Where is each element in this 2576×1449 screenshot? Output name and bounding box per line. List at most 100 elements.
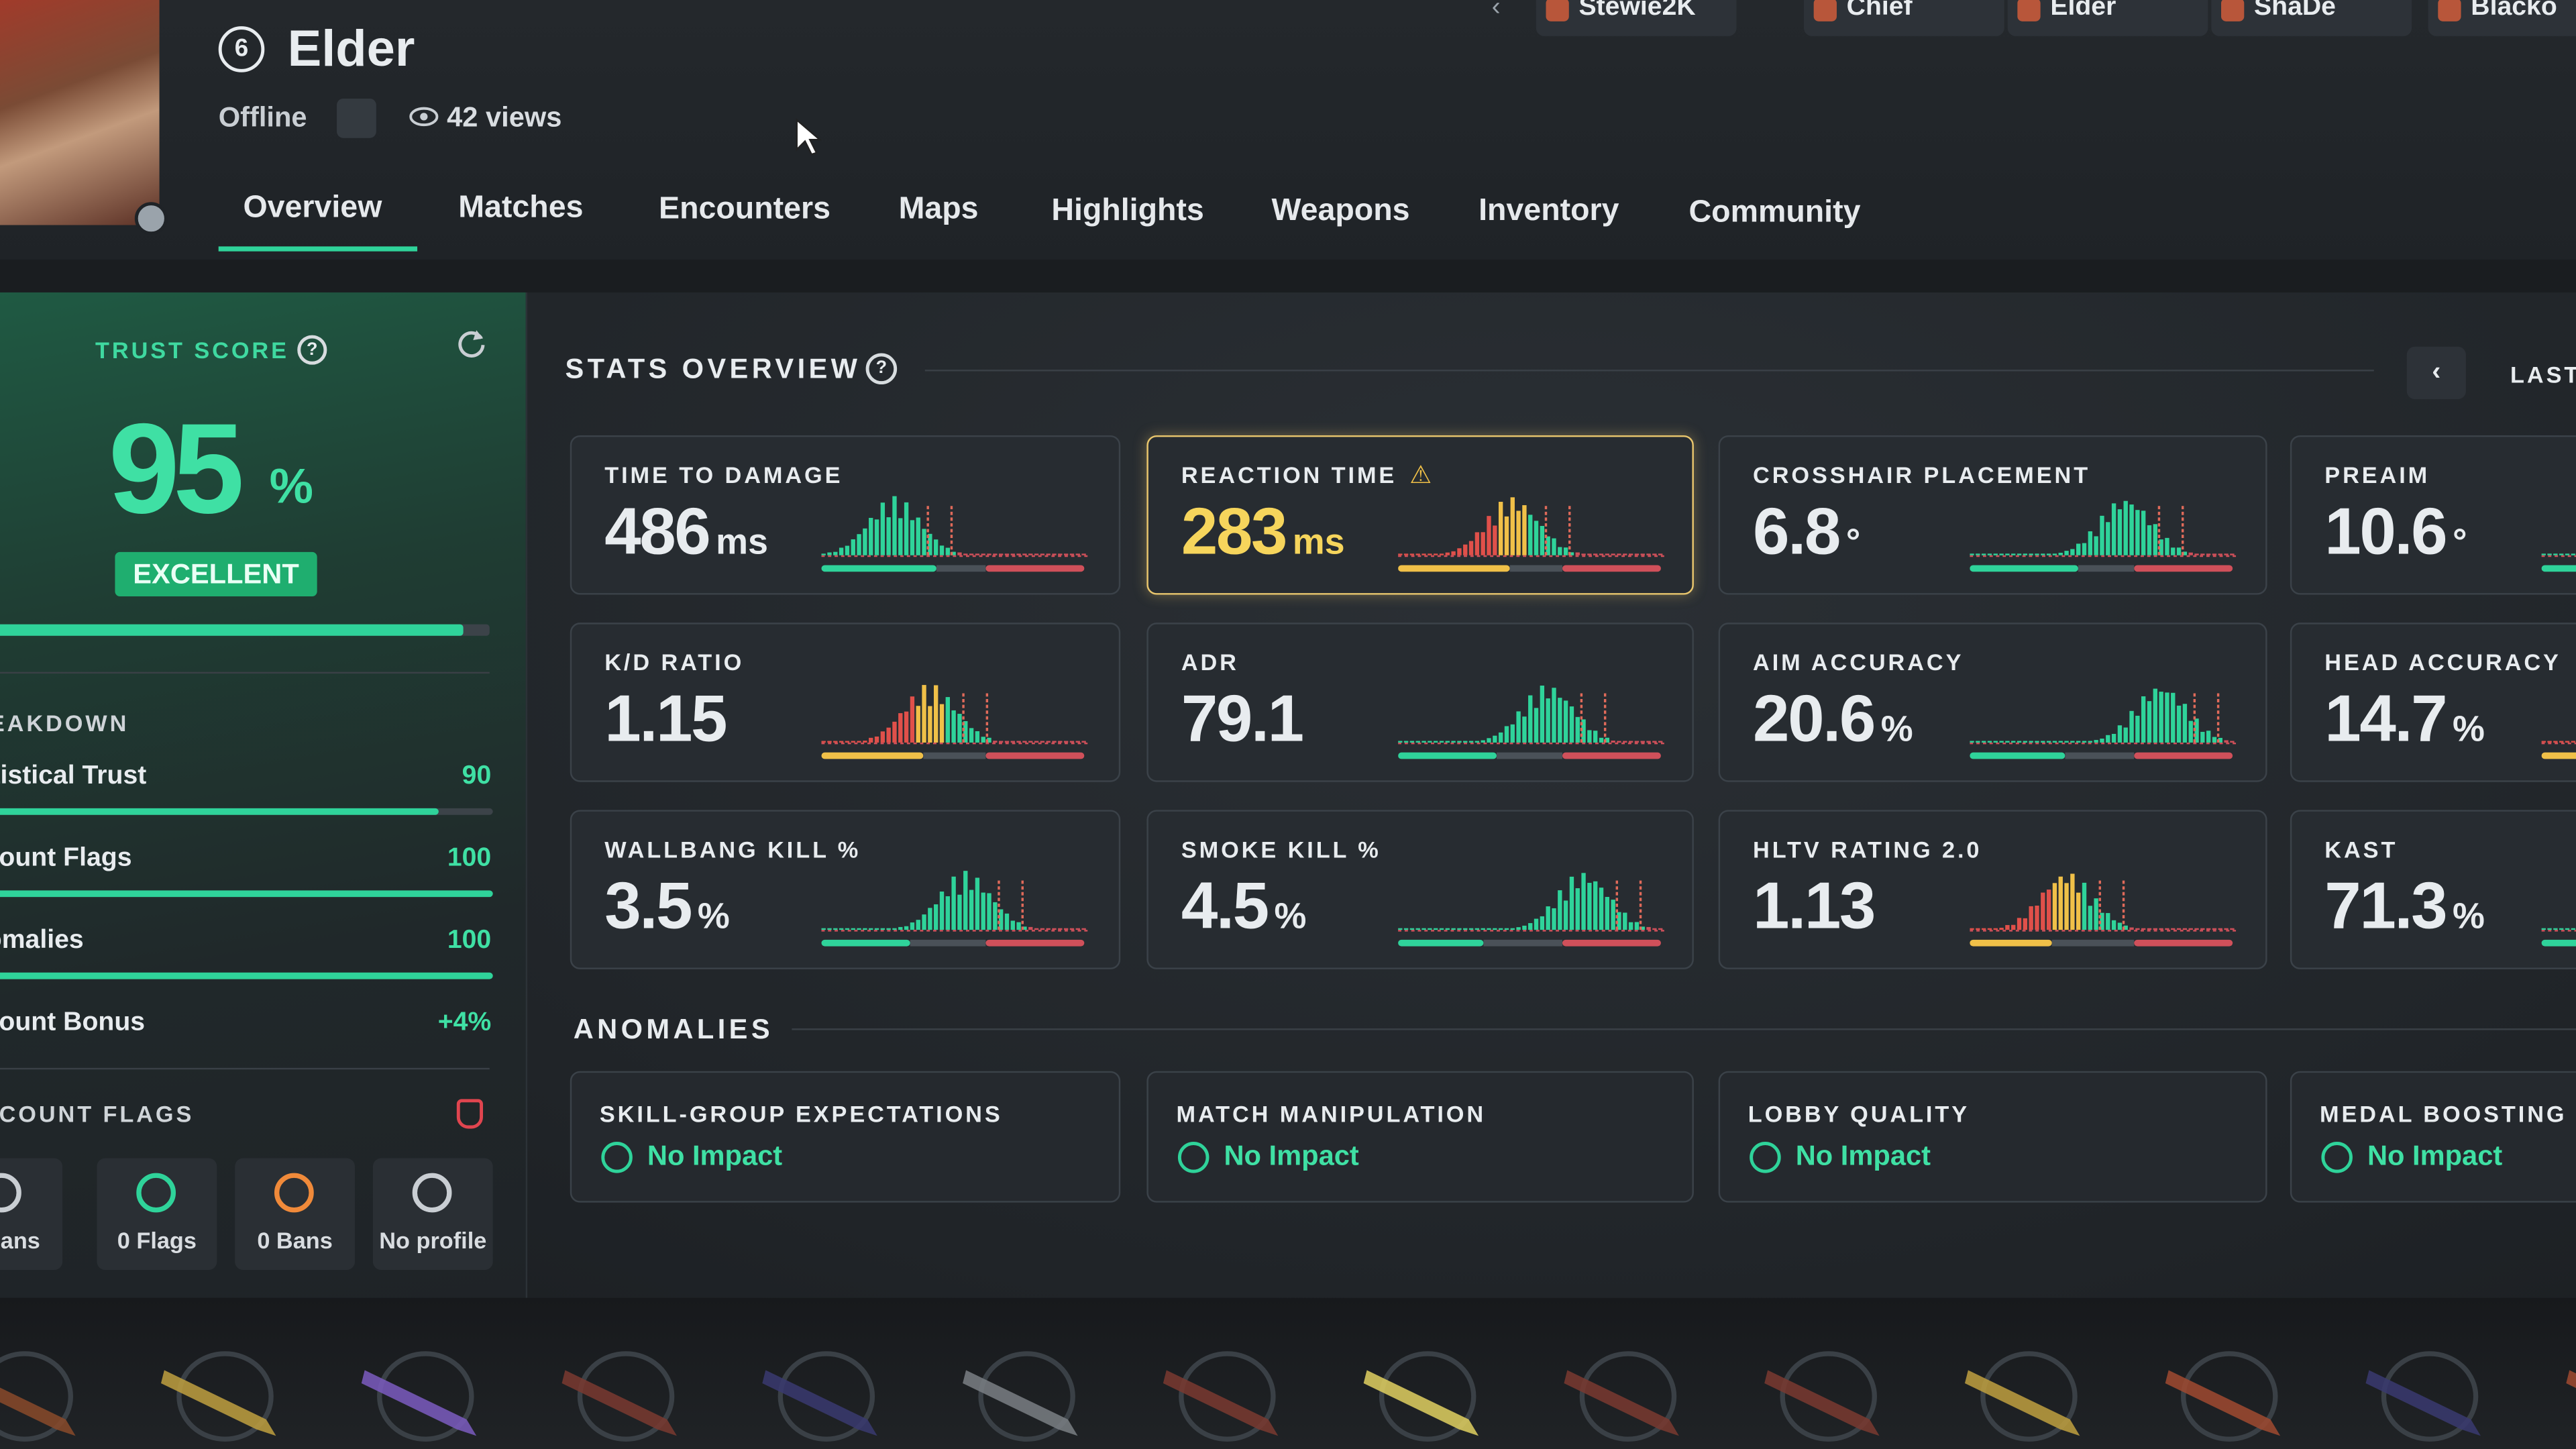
flag-icon bbox=[0, 1173, 21, 1213]
histogram-bar bbox=[2070, 741, 2075, 743]
inventory-item[interactable] bbox=[552, 1334, 700, 1449]
stat-card[interactable]: WALLBANG KILL % 3.5% bbox=[570, 810, 1121, 969]
help-icon[interactable]: ? bbox=[297, 335, 327, 365]
nav-tab[interactable]: Community bbox=[1688, 195, 1861, 230]
stat-card[interactable]: SMOKE KILL % 4.5% bbox=[1146, 810, 1694, 969]
friend-tab[interactable]: Elder bbox=[2007, 0, 2208, 36]
stat-card[interactable]: CROSSHAIR PLACEMENT 6.8 ° bbox=[1718, 435, 2267, 595]
histogram-bar bbox=[1987, 553, 1992, 555]
inventory-item[interactable] bbox=[151, 1334, 299, 1449]
histogram-bar bbox=[1022, 741, 1027, 743]
trust-bar-track bbox=[0, 624, 490, 636]
histogram-bar bbox=[2100, 739, 2104, 743]
histogram-bar bbox=[833, 928, 838, 930]
histogram-bar bbox=[1016, 553, 1021, 555]
inventory-item[interactable] bbox=[0, 1334, 99, 1449]
histogram-bar bbox=[1428, 928, 1432, 930]
stat-card[interactable]: TIME TO DAMAGE 486 ms bbox=[570, 435, 1121, 595]
histogram-bar bbox=[2076, 892, 2081, 930]
flag-tile[interactable]: 0 Bans bbox=[235, 1158, 355, 1271]
trust-score: 95 bbox=[108, 396, 245, 541]
stat-card[interactable]: HEAD ACCURACY 14.7% bbox=[2290, 623, 2576, 782]
inventory-item[interactable] bbox=[1955, 1334, 2102, 1449]
nav-tab[interactable]: Overview bbox=[243, 191, 382, 225]
histogram-bar bbox=[1034, 741, 1039, 743]
histogram-bar bbox=[1587, 553, 1592, 555]
anomaly-label: MATCH MANIPULATION bbox=[1176, 1100, 1487, 1128]
histogram-bar bbox=[2123, 500, 2128, 555]
stat-card[interactable]: AIM ACCURACY 20.6% bbox=[1718, 623, 2267, 782]
item-weapon bbox=[1964, 1370, 2080, 1436]
prev-button[interactable]: ‹ bbox=[2406, 346, 2466, 400]
histogram-bar bbox=[1504, 726, 1509, 743]
stat-card[interactable]: HLTV RATING 2.0 1.13 bbox=[1718, 810, 2267, 969]
histogram-bar bbox=[2212, 737, 2217, 743]
histogram-bar bbox=[993, 553, 998, 555]
stat-card[interactable]: PREAIM 10.6 ° bbox=[2290, 435, 2576, 595]
stat-card[interactable]: K/D RATIO 1.15 bbox=[570, 623, 1121, 782]
breakdown-label: Anomalies bbox=[0, 926, 84, 955]
flag-tile[interactable]: 0 Bans bbox=[0, 1158, 63, 1271]
histogram-bar bbox=[1063, 928, 1069, 930]
inventory-item[interactable] bbox=[1153, 1334, 1301, 1449]
histogram-bar bbox=[916, 706, 920, 743]
histogram-bar bbox=[975, 877, 980, 930]
histogram-bar bbox=[1498, 928, 1503, 930]
range-label[interactable]: LAST bbox=[2510, 361, 2576, 388]
refresh-icon[interactable] bbox=[455, 325, 488, 358]
nav-tab[interactable]: Maps bbox=[898, 192, 979, 227]
histogram-bar bbox=[1970, 553, 1974, 555]
inventory-item[interactable] bbox=[1354, 1334, 1501, 1449]
range-mid bbox=[936, 565, 986, 572]
histogram-bar bbox=[845, 545, 850, 555]
friend-tab[interactable]: Chief bbox=[1803, 0, 2004, 36]
histogram-bar bbox=[1445, 928, 1450, 930]
flag-tile[interactable]: 0 Flags bbox=[97, 1158, 217, 1271]
histogram-bar bbox=[1081, 741, 1086, 743]
stat-unit: % bbox=[697, 895, 730, 936]
histogram-bar bbox=[1970, 928, 1974, 930]
stat-label: ADR bbox=[1181, 649, 1239, 676]
friend-tab[interactable]: ShaDe bbox=[2211, 0, 2412, 36]
nav-tab[interactable]: Weapons bbox=[1271, 193, 1410, 229]
flag-tile[interactable]: No profile bbox=[372, 1158, 493, 1271]
inventory-item[interactable] bbox=[2557, 1334, 2576, 1449]
histogram-bar bbox=[1605, 737, 1610, 743]
avatar bbox=[0, 0, 160, 225]
histogram-bar bbox=[1403, 741, 1409, 743]
histogram-bar bbox=[928, 533, 932, 555]
inventory-item[interactable] bbox=[2356, 1334, 2504, 1449]
nav-tab[interactable]: Highlights bbox=[1051, 193, 1204, 228]
inventory-item[interactable] bbox=[2155, 1334, 2303, 1449]
inventory-item[interactable] bbox=[953, 1334, 1100, 1449]
histogram-bar bbox=[2088, 906, 2093, 930]
histogram-bar bbox=[1034, 928, 1039, 930]
nav-tab[interactable]: Matches bbox=[458, 191, 584, 226]
stat-number: 79.1 bbox=[1181, 683, 1304, 756]
stat-card[interactable]: REACTION TIME ⚠ 283 ms bbox=[1146, 435, 1694, 595]
histogram-bar bbox=[1498, 732, 1503, 743]
friend-tab[interactable]: Stewie2K bbox=[1536, 0, 1737, 36]
inventory-item[interactable] bbox=[753, 1334, 900, 1449]
inventory-item[interactable] bbox=[1554, 1334, 1702, 1449]
nav-tab[interactable]: Encounters bbox=[659, 192, 831, 227]
inventory-item[interactable] bbox=[1755, 1334, 1902, 1449]
histogram-bar bbox=[981, 737, 985, 743]
histogram-bar bbox=[945, 697, 951, 743]
histogram-bar bbox=[1010, 741, 1015, 743]
inventory-item[interactable] bbox=[352, 1334, 499, 1449]
stat-card[interactable]: ADR 79.1 bbox=[1146, 623, 1694, 782]
histogram-bar bbox=[2212, 553, 2217, 555]
histogram-bar bbox=[1474, 928, 1480, 930]
friends-arrow[interactable]: ‹ bbox=[1491, 0, 1501, 21]
histogram-bar bbox=[1463, 928, 1468, 930]
stat-card[interactable]: KAST 71.3% bbox=[2290, 810, 2576, 969]
histogram-bar bbox=[998, 553, 1004, 555]
histogram-bar bbox=[1075, 553, 1080, 555]
histogram bbox=[821, 496, 1088, 572]
help-icon[interactable]: ? bbox=[865, 353, 898, 385]
nav-tab[interactable]: Inventory bbox=[1479, 194, 1619, 229]
friend-tab[interactable]: Blacko bbox=[2428, 0, 2576, 36]
histogram-bar bbox=[1552, 688, 1556, 743]
histogram-bar bbox=[892, 721, 897, 743]
